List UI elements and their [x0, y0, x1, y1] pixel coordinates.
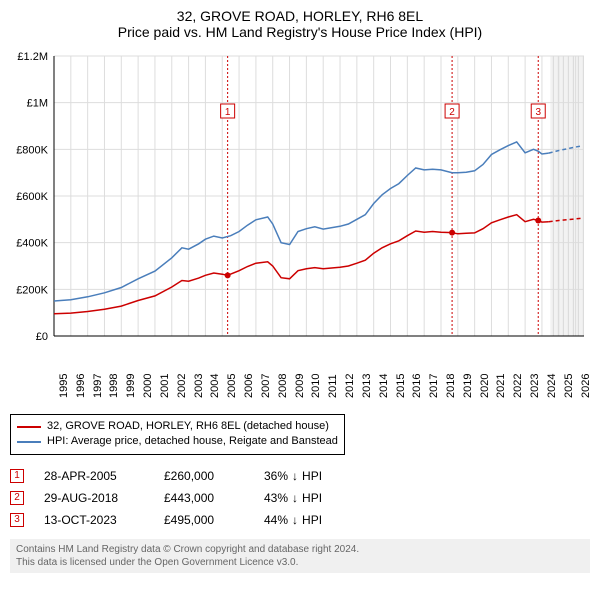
down-arrow-icon: ↓ — [292, 491, 298, 505]
x-tick-label: 2026 — [580, 374, 592, 398]
x-tick-label: 2007 — [260, 374, 272, 398]
price-chart: £0 £200K £400K £600K £800K £1M £1.2M 1 2 3 — [10, 46, 586, 366]
footer-line2: This data is licensed under the Open Gov… — [16, 556, 584, 569]
x-tick-label: 1995 — [58, 374, 70, 398]
svg-text:2: 2 — [449, 107, 455, 118]
down-arrow-icon: ↓ — [292, 513, 298, 527]
x-tick-label: 2016 — [411, 374, 423, 398]
event-diff: 36% ↓ HPI — [264, 469, 322, 483]
event-row: 3 13-OCT-2023 £495,000 44% ↓ HPI — [10, 509, 590, 531]
svg-text:£800K: £800K — [16, 144, 48, 156]
event-diff-pct: 36% — [264, 469, 288, 483]
event-date: 28-APR-2005 — [44, 469, 144, 483]
x-tick-label: 2015 — [395, 374, 407, 398]
svg-text:£1M: £1M — [27, 98, 48, 110]
x-tick-label: 2022 — [512, 374, 524, 398]
x-tick-label: 2011 — [327, 374, 339, 398]
legend-swatch — [17, 426, 41, 428]
event-diff: 43% ↓ HPI — [264, 491, 322, 505]
legend-label: 32, GROVE ROAD, HORLEY, RH6 8EL (detache… — [47, 419, 329, 434]
down-arrow-icon: ↓ — [292, 469, 298, 483]
x-tick-label: 2021 — [495, 374, 507, 398]
x-tick-label: 2010 — [310, 374, 322, 398]
svg-text:£400K: £400K — [16, 238, 48, 250]
event-diff-vs: HPI — [302, 513, 322, 527]
x-tick-label: 2001 — [159, 374, 171, 398]
event-price: £260,000 — [164, 469, 244, 483]
x-tick-label: 2009 — [294, 374, 306, 398]
x-tick-label: 1999 — [125, 374, 137, 398]
legend-row: HPI: Average price, detached house, Reig… — [17, 434, 338, 449]
event-row: 1 28-APR-2005 £260,000 36% ↓ HPI — [10, 465, 590, 487]
x-tick-label: 1997 — [92, 374, 104, 398]
svg-text:3: 3 — [535, 107, 541, 118]
event-diff-vs: HPI — [302, 491, 322, 505]
x-tick-label: 2014 — [378, 374, 390, 398]
x-tick-label: 2008 — [277, 374, 289, 398]
chart-title-block: 32, GROVE ROAD, HORLEY, RH6 8EL Price pa… — [10, 8, 590, 40]
event-diff-pct: 43% — [264, 491, 288, 505]
event-diff-pct: 44% — [264, 513, 288, 527]
event-marker: 3 — [10, 513, 24, 527]
svg-text:£600K: £600K — [16, 191, 48, 203]
x-tick-label: 1996 — [75, 374, 87, 398]
event-date: 13-OCT-2023 — [44, 513, 144, 527]
x-tick-label: 2025 — [563, 374, 575, 398]
svg-text:£0: £0 — [36, 331, 48, 343]
event-table: 1 28-APR-2005 £260,000 36% ↓ HPI 2 29-AUG-2018 £… — [10, 465, 590, 531]
legend-label: HPI: Average price, detached house, Reig… — [47, 434, 338, 449]
svg-text:£200K: £200K — [16, 284, 48, 296]
event-price: £495,000 — [164, 513, 244, 527]
event-marker: 2 — [10, 491, 24, 505]
x-tick-label: 2023 — [529, 374, 541, 398]
x-tick-label: 1998 — [108, 374, 120, 398]
event-row: 2 29-AUG-2018 £443,000 43% ↓ HPI — [10, 487, 590, 509]
x-tick-label: 2006 — [243, 374, 255, 398]
x-tick-label: 2024 — [546, 374, 558, 398]
x-tick-label: 2018 — [445, 374, 457, 398]
x-tick-label: 2004 — [209, 374, 221, 398]
chart-container: £0£200K£400K£600K£800K£1M£1.2M123 199519… — [10, 46, 590, 406]
chart-legend: 32, GROVE ROAD, HORLEY, RH6 8EL (detache… — [10, 414, 345, 455]
event-date: 29-AUG-2018 — [44, 491, 144, 505]
x-tick-label: 2017 — [428, 374, 440, 398]
legend-swatch — [17, 441, 41, 443]
svg-text:£1.2M: £1.2M — [17, 51, 48, 63]
svg-text:1: 1 — [225, 107, 231, 118]
chart-title-line1: 32, GROVE ROAD, HORLEY, RH6 8EL — [10, 8, 590, 24]
x-tick-label: 2000 — [142, 374, 154, 398]
legend-row: 32, GROVE ROAD, HORLEY, RH6 8EL (detache… — [17, 419, 338, 434]
x-tick-label: 2013 — [361, 374, 373, 398]
x-tick-label: 2002 — [176, 374, 188, 398]
event-marker: 1 — [10, 469, 24, 483]
x-tick-label: 2020 — [479, 374, 491, 398]
attribution-footer: Contains HM Land Registry data © Crown c… — [10, 539, 590, 573]
event-price: £443,000 — [164, 491, 244, 505]
event-diff-vs: HPI — [302, 469, 322, 483]
x-tick-label: 2005 — [226, 374, 238, 398]
x-tick-label: 2019 — [462, 374, 474, 398]
footer-line1: Contains HM Land Registry data © Crown c… — [16, 543, 584, 556]
x-tick-label: 2003 — [193, 374, 205, 398]
chart-title-line2: Price paid vs. HM Land Registry's House … — [10, 24, 590, 40]
event-diff: 44% ↓ HPI — [264, 513, 322, 527]
x-tick-label: 2012 — [344, 374, 356, 398]
x-axis-labels: 1995 1996 1997 1998 1999 2000 2001 2002 2003 2004… — [10, 366, 586, 406]
